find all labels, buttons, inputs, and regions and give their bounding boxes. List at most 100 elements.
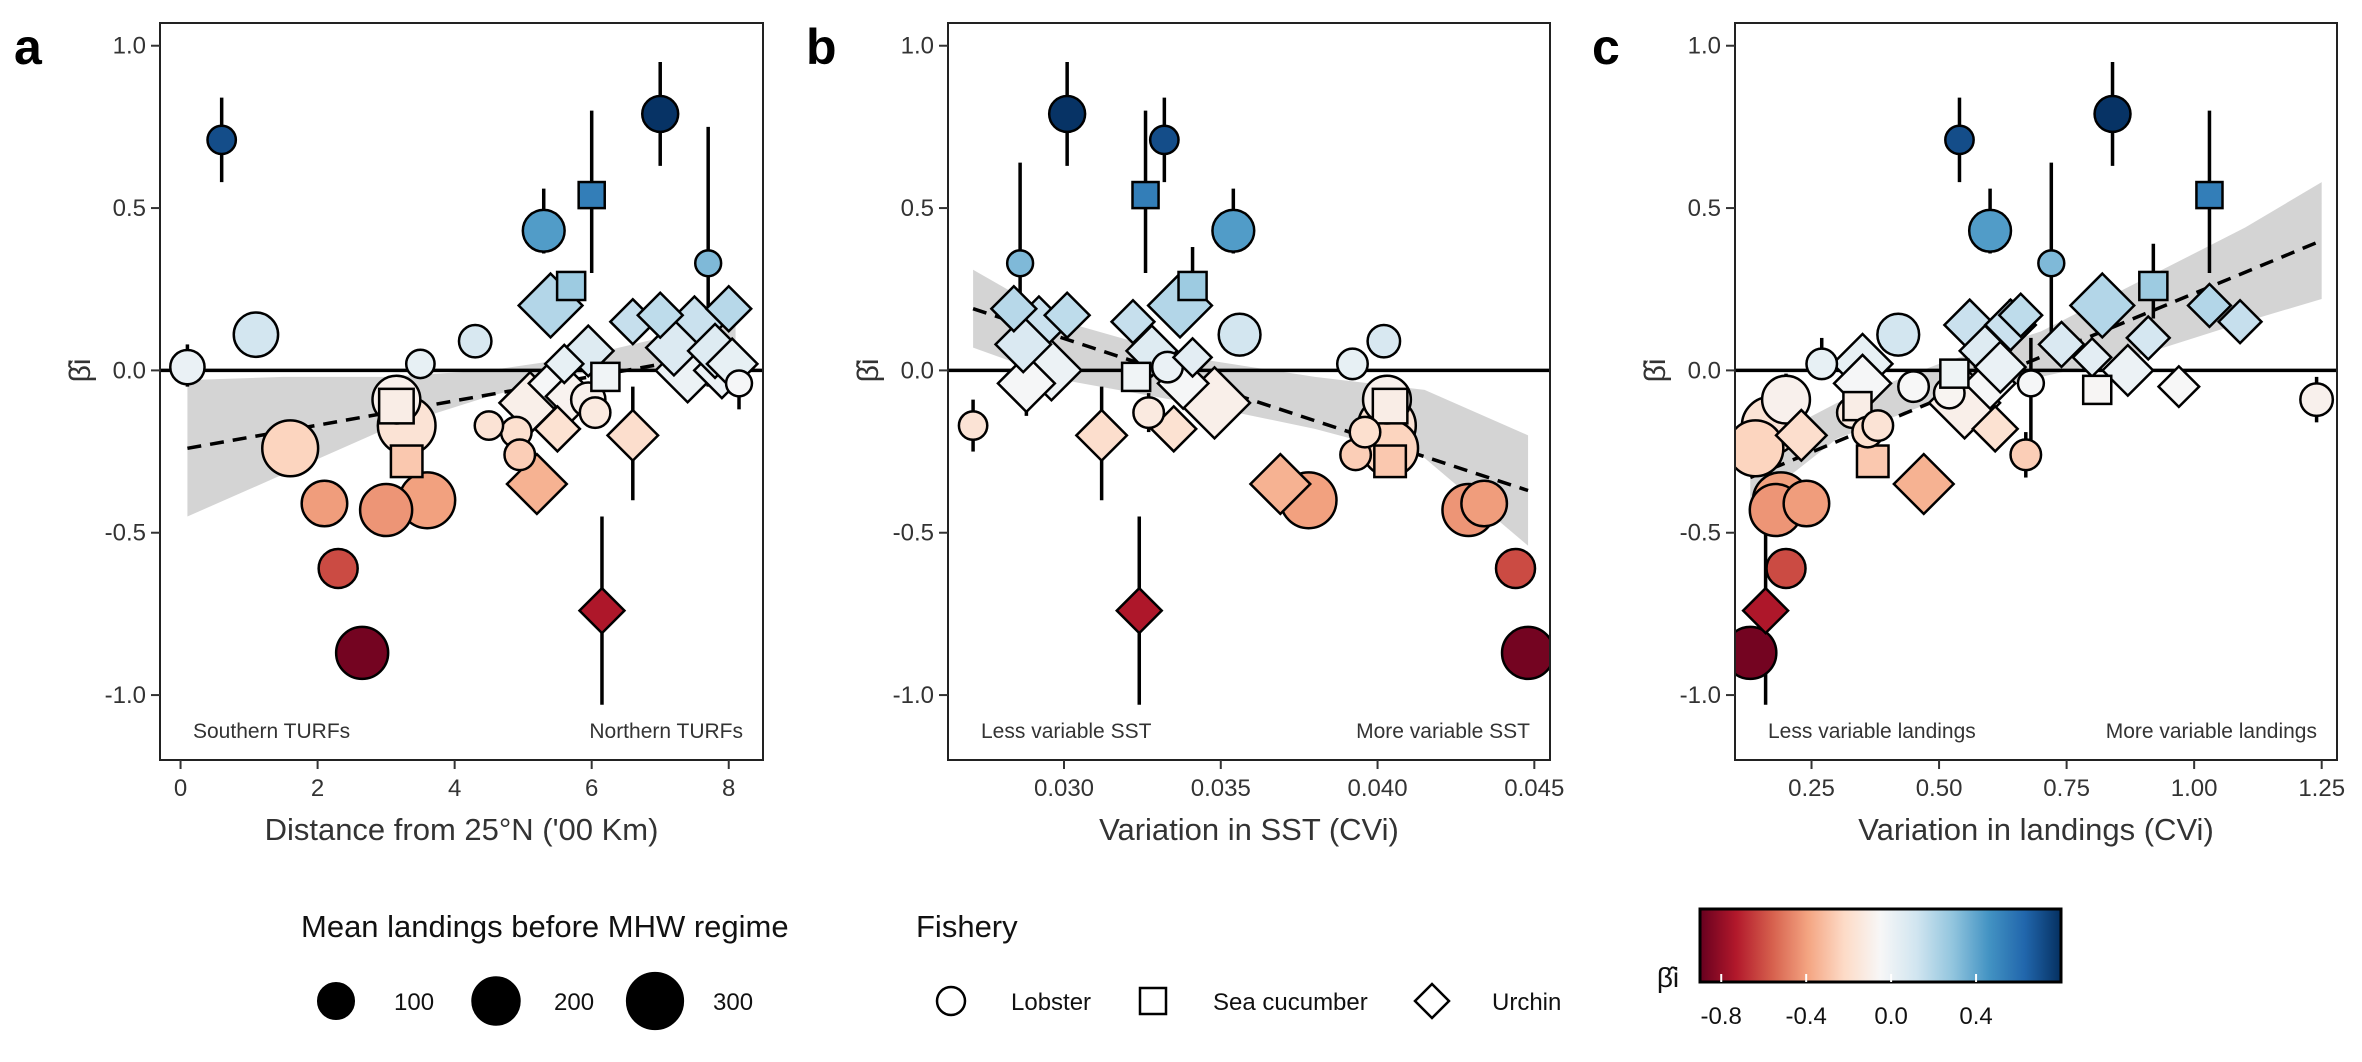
data-point-urchin [577, 586, 627, 635]
shape-legend-label: Lobster [1011, 989, 1091, 1016]
data-point-lobster [1735, 419, 1785, 478]
panel-c: c Less variable landings More variable lan… [1592, 19, 2345, 847]
shape-legend-square-icon [1138, 986, 1168, 1016]
data-point-urchin [1109, 298, 1157, 345]
colorbar-tick-label: 0.4 [1959, 1003, 1992, 1030]
annotation-left: Less variable landings [1768, 720, 1976, 743]
y-tick-label: -0.5 [105, 520, 146, 547]
y-tick-label: 0.0 [113, 357, 146, 384]
data-point-lobster [1366, 323, 1402, 359]
colorbar-title: β̂i [1657, 962, 1679, 993]
shape-legend-label: Sea cucumber [1213, 989, 1368, 1016]
data-point-urchin [993, 314, 1053, 374]
data-point-urchin [2100, 343, 2155, 398]
data-point-lobster [300, 479, 349, 528]
data-point-lobster [232, 311, 280, 359]
data-point-lobster [1760, 374, 1812, 425]
x-tick-label: 0.045 [1504, 775, 1564, 802]
y-tick-label: -0.5 [1680, 520, 1721, 547]
data-point-sea-cucumber [2138, 270, 2169, 302]
y-axis-label: β̂i [64, 358, 97, 382]
annotation-right: More variable SST [1356, 720, 1530, 743]
y-axis-label: β̂i [852, 358, 885, 382]
data-point-urchin [561, 323, 616, 378]
data-point-lobster [1211, 208, 1256, 253]
data-point-urchin [1115, 586, 1164, 635]
data-point-urchin [2068, 271, 2136, 340]
data-point-lobster [1944, 124, 1975, 156]
data-point-urchin [605, 408, 660, 463]
data-point-urchin [1248, 452, 1313, 516]
x-axis-label: Distance from 25°N ('00 Km) [265, 812, 659, 847]
data-point-lobster [693, 249, 723, 278]
data-point-lobster [2093, 94, 2132, 134]
data-point-sea-cucumber [1373, 444, 1408, 479]
trend-line [972, 307, 1529, 493]
data-point-urchin [2125, 314, 2172, 362]
annotation-left: Southern TURFs [193, 720, 350, 743]
data-point-sea-cucumber [1939, 358, 1970, 389]
x-tick-label: 0.75 [2043, 775, 2090, 802]
annotation-right: More variable landings [2106, 720, 2317, 743]
data-point-lobster [317, 547, 359, 590]
plot-area [1735, 61, 2337, 705]
x-tick-label: 0 [174, 775, 187, 802]
x-tick-label: 6 [585, 775, 598, 802]
y-tick-label: 0.0 [901, 357, 934, 384]
data-point-lobster [1148, 124, 1180, 156]
data-point-lobster [206, 124, 238, 156]
data-point-lobster [457, 323, 493, 359]
y-tick-label: -1.0 [893, 682, 934, 709]
data-point-lobster [2009, 438, 2043, 472]
data-point-lobster [358, 482, 414, 538]
data-point-lobster [2016, 369, 2046, 398]
panel-a: a Southern TURFs Northern TURFs -1.0 -0.5 0.0… [14, 19, 764, 847]
data-point-lobster [1348, 415, 1382, 449]
y-axis-label: β̂i [1639, 358, 1672, 382]
shape-legend-title: Fishery [916, 909, 1018, 944]
y-tick-label: 0.5 [1688, 195, 1721, 222]
data-point-lobster [1861, 409, 1895, 443]
x-tick-label: 1.00 [2171, 775, 2218, 802]
data-point-lobster [1005, 249, 1035, 278]
size-legend-label: 300 [713, 989, 753, 1016]
data-point-urchin [996, 353, 1057, 414]
confidence-ribbon [1750, 182, 2322, 507]
data-point-urchin [1042, 290, 1092, 340]
data-point-urchin [2037, 320, 2086, 369]
data-point-sea-cucumber [377, 387, 415, 425]
data-point-sea-cucumber [389, 444, 424, 479]
data-point-urchin [1171, 336, 1214, 379]
data-point-lobster [1782, 479, 1831, 528]
shape-legend-label: Urchin [1492, 989, 1561, 1016]
size-legend-label: 200 [554, 989, 594, 1016]
plot-area [160, 61, 763, 705]
data-point-lobster [261, 419, 320, 478]
x-tick-label: 0.50 [1916, 775, 1963, 802]
data-point-lobster [2037, 249, 2066, 278]
panel-letter: a [14, 19, 43, 75]
data-point-lobster [473, 410, 505, 442]
plot-frame [947, 22, 1551, 761]
colorbar [1698, 907, 2063, 984]
y-tick-label: 0.0 [1688, 357, 1721, 384]
panel-b: b Less variable SST More variable SST -1.0 -… [806, 19, 1564, 847]
size-legend-symbol [316, 981, 356, 1021]
data-point-urchin [1774, 408, 1829, 463]
data-point-urchin [1973, 340, 2028, 395]
x-axis-label: Variation in SST (CVi) [1099, 812, 1399, 847]
panel-letter: b [806, 19, 837, 75]
data-point-lobster [1335, 347, 1369, 381]
data-point-lobster [1217, 312, 1262, 357]
shape-legend-diamond-icon [1413, 982, 1451, 1020]
data-point-urchin [1892, 452, 1956, 516]
y-tick-label: -1.0 [105, 682, 146, 709]
data-point-sea-cucumber [1371, 387, 1409, 425]
y-tick-label: 1.0 [113, 33, 146, 60]
data-point-lobster [334, 625, 390, 681]
x-tick-label: 0.035 [1191, 775, 1251, 802]
data-point-lobster [578, 396, 612, 430]
data-point-lobster [957, 410, 989, 442]
colorbar-tick-label: -0.8 [1701, 1003, 1742, 1030]
y-tick-label: -1.0 [1680, 682, 1721, 709]
